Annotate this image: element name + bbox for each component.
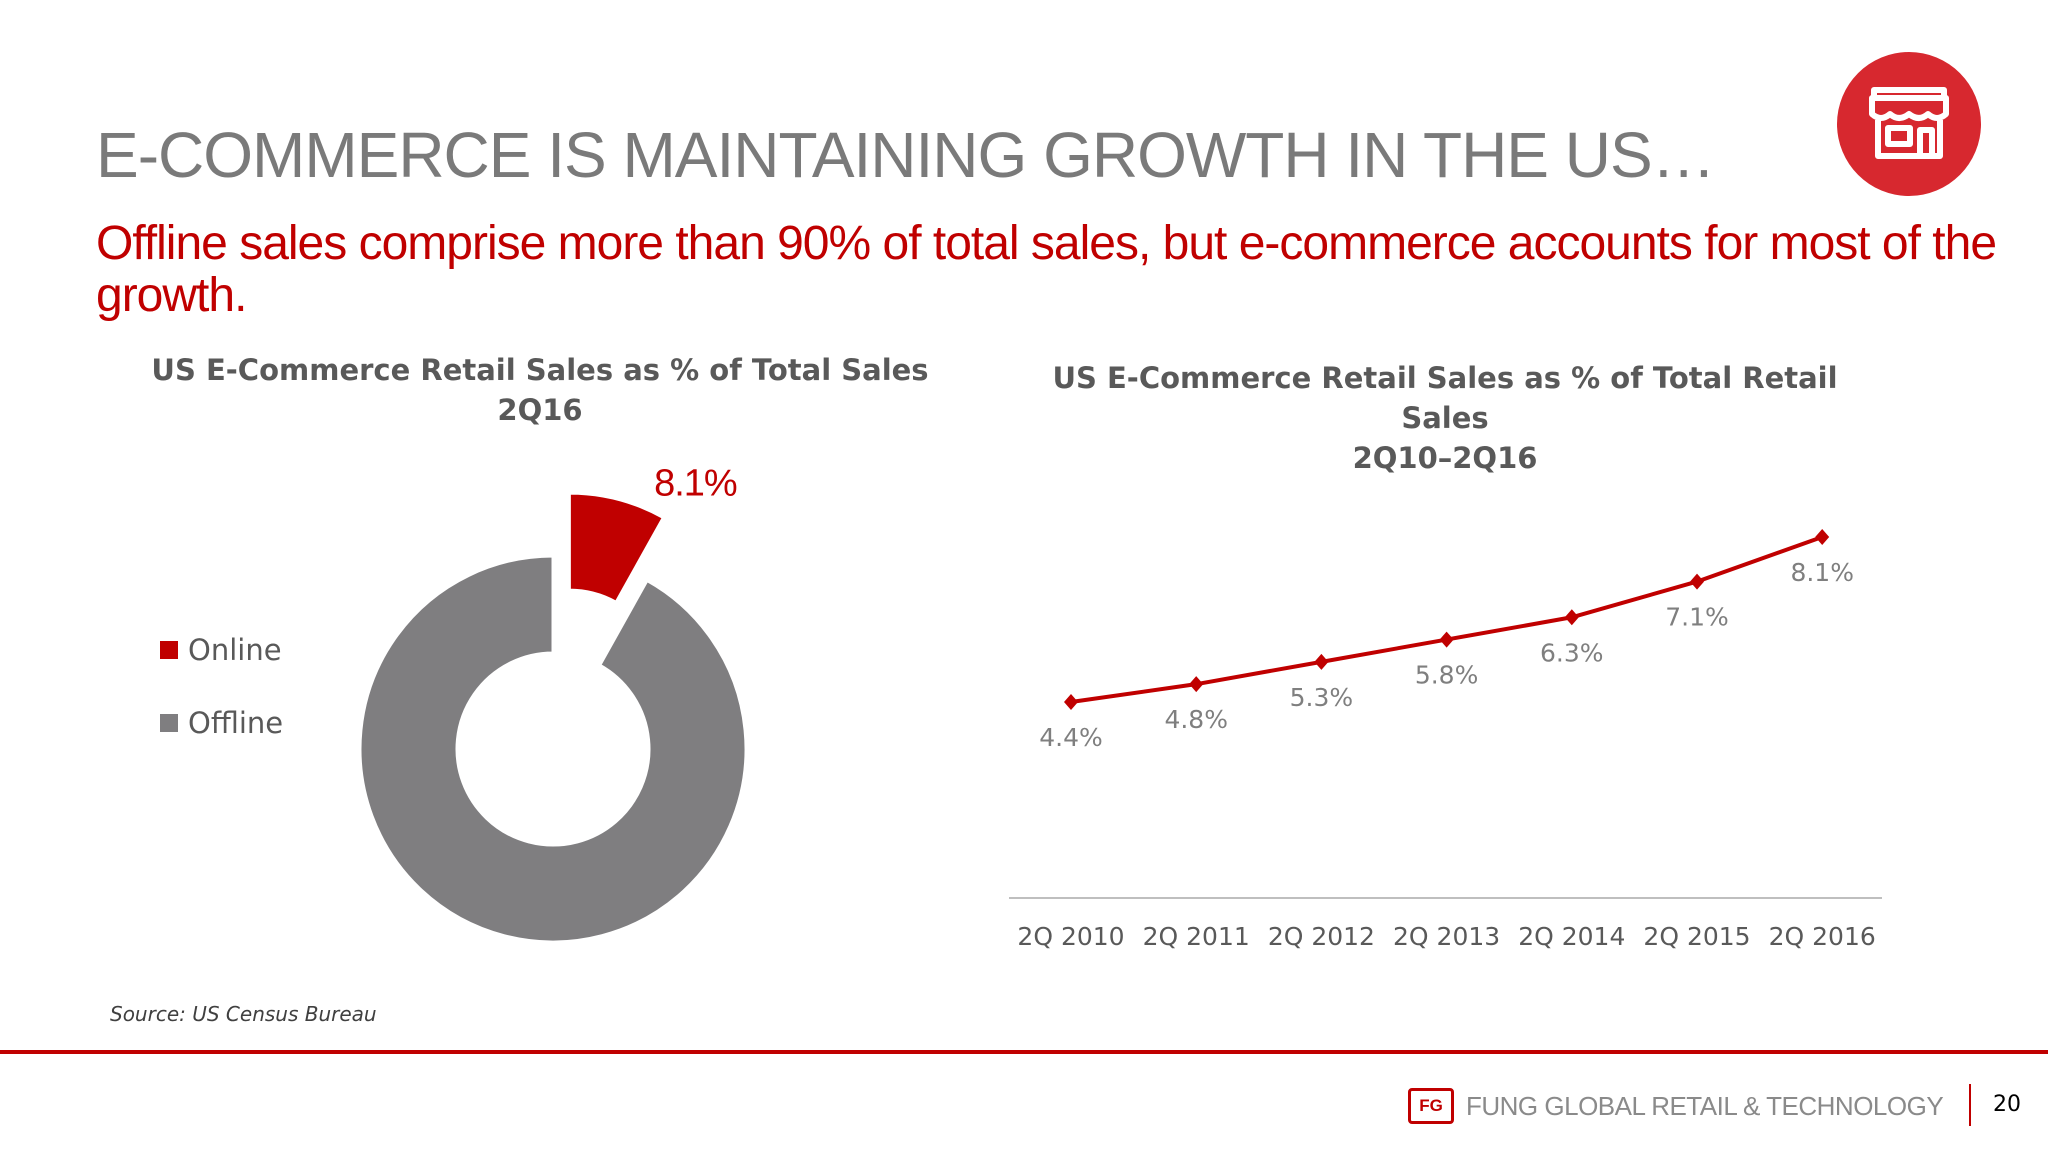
x-tick-label: 2Q 2012 bbox=[1268, 922, 1375, 951]
donut-slice-online bbox=[567, 491, 666, 605]
donut-slice-offline bbox=[358, 554, 748, 944]
line-chart-title: US E-Commerce Retail Sales as % of Total… bbox=[1020, 358, 1870, 478]
footer-logo: FG FUNG GLOBAL RETAIL & TECHNOLOGY bbox=[1408, 1088, 1944, 1124]
data-point bbox=[1314, 653, 1329, 670]
slide-title: E-COMMERCE IS MAINTAINING GROWTH IN THE … bbox=[96, 119, 1716, 191]
data-label: 5.8% bbox=[1415, 661, 1479, 690]
line-chart: 4.4% 2Q 2010 4.8% 2Q 2011 5.3% 2Q 2012 5.8% 2Q … bbox=[1009, 529, 1882, 951]
x-tick-label: 2Q 2011 bbox=[1143, 922, 1250, 951]
legend-label-offline: Offline bbox=[188, 706, 284, 740]
footer-divider bbox=[1969, 1084, 1971, 1126]
legend-swatch-online bbox=[160, 641, 178, 659]
data-point bbox=[1690, 573, 1704, 590]
legend-item-online: Online bbox=[160, 632, 283, 668]
data-label: 6.3% bbox=[1540, 638, 1604, 667]
donut-chart-period: 2Q16 bbox=[497, 393, 583, 427]
x-tick-label: 2Q 2015 bbox=[1643, 922, 1750, 951]
legend-item-offline: Offline bbox=[160, 705, 283, 741]
data-label: 8.1% bbox=[1790, 558, 1854, 587]
data-point bbox=[1189, 676, 1204, 693]
data-point bbox=[1064, 694, 1078, 710]
page-number: 20 bbox=[1993, 1092, 2021, 1117]
line-chart-title-text: US E-Commerce Retail Sales as % of Total… bbox=[1052, 361, 1838, 435]
source-note: Source: US Census Bureau bbox=[110, 1002, 377, 1026]
line-chart-period: 2Q10–2Q16 bbox=[1352, 441, 1538, 475]
footer-logo-text: FUNG GLOBAL RETAIL & TECHNOLOGY bbox=[1466, 1090, 1944, 1121]
data-point bbox=[1564, 609, 1579, 626]
x-tick-label: 2Q 2013 bbox=[1393, 922, 1500, 951]
donut-data-label-online: 8.1% bbox=[654, 463, 737, 505]
data-point bbox=[1439, 631, 1454, 648]
donut-chart: 8.1% bbox=[358, 463, 748, 944]
slide-subtitle: Offline sales comprise more than 90% of … bbox=[96, 217, 1997, 322]
x-tick-label: 2Q 2016 bbox=[1769, 922, 1876, 951]
x-tick-label: 2Q 2010 bbox=[1017, 922, 1124, 951]
storefront-icon bbox=[1869, 87, 1949, 159]
x-tick-label: 2Q 2014 bbox=[1518, 922, 1625, 951]
data-point bbox=[1815, 529, 1830, 545]
legend-swatch-offline bbox=[160, 714, 178, 732]
footer-rule bbox=[0, 1050, 2048, 1054]
storefront-badge bbox=[1837, 52, 1981, 196]
donut-legend: Online Offline bbox=[160, 632, 283, 778]
data-label: 5.3% bbox=[1290, 683, 1354, 712]
data-label: 4.4% bbox=[1039, 723, 1103, 752]
data-label: 7.1% bbox=[1665, 603, 1729, 632]
donut-chart-title: US E-Commerce Retail Sales as % of Total… bbox=[150, 350, 930, 430]
fung-logo-icon: FG bbox=[1408, 1088, 1454, 1124]
legend-label-online: Online bbox=[188, 633, 282, 667]
donut-chart-title-text: US E-Commerce Retail Sales as % of Total… bbox=[151, 353, 929, 387]
data-label: 4.8% bbox=[1164, 705, 1228, 734]
